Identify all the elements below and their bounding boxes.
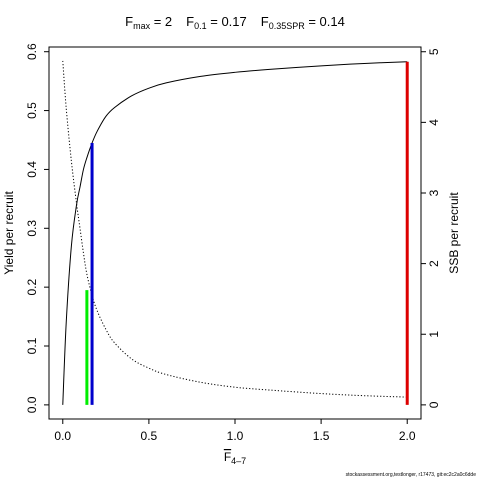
y-left-tick-label: 0.3 [25, 220, 39, 237]
y-right-tick-label: 1 [427, 331, 441, 338]
y-left-tick-label: 0.5 [25, 102, 39, 119]
y-left-tick-label: 0.0 [25, 396, 39, 413]
xlabel-subscript: 4–7 [231, 456, 246, 466]
y-right-tick-label: 4 [427, 119, 441, 126]
y-right-tick-label: 5 [427, 48, 441, 55]
x-tick-label: 0.0 [54, 429, 71, 443]
title-subscript: 0.35SPR [269, 21, 306, 31]
title-value: = 0.14 [305, 14, 345, 29]
x-tick-label: 1.0 [227, 429, 244, 443]
plot-frame [48, 46, 422, 420]
x-tick-label: 0.5 [141, 429, 158, 443]
y-right-tick-label: 2 [427, 260, 441, 267]
x-tick-label: 2.0 [399, 429, 416, 443]
title-subscript: 0.1 [194, 21, 207, 31]
y-right-tick-label: 3 [427, 189, 441, 196]
y-left-tick-label: 0.1 [25, 337, 39, 354]
title-subscript: max [133, 21, 151, 31]
y-axis-left: 0.0 0.1 0.2 0.3 0.4 0.5 0.6 [25, 43, 49, 413]
y-left-tick-label: 0.6 [25, 43, 39, 60]
x-axis: 0.0 0.5 1.0 1.5 2.0 [54, 418, 416, 443]
footer-text: stockassessment.org,testlonger, r17473, … [346, 472, 477, 478]
yield-per-recruit-line [62, 61, 408, 405]
title-main: F [125, 14, 133, 29]
title-value: = 0.17 [207, 14, 247, 29]
y-axis-right-label: SSB per recruit [447, 192, 461, 274]
x-axis-label: F4–7 [224, 450, 246, 466]
y-left-tick-label: 0.2 [25, 278, 39, 295]
y-axis-right: 0 1 2 3 4 5 [421, 48, 441, 408]
chart-title: Fmax = 2 F0.1 = 0.17 F0.35SPR = 0.14 [125, 14, 345, 31]
reference-lines [85, 61, 409, 405]
y-left-tick-label: 0.4 [25, 161, 39, 178]
title-main: F [186, 14, 194, 29]
series-group [62, 60, 408, 405]
title-main: F [261, 14, 269, 29]
xlabel-main: F [224, 450, 231, 464]
y-axis-left-label: Yield per recruit [2, 191, 16, 275]
title-text: Fmax = 2 F0.1 = 0.17 F0.35SPR = 0.14 [125, 14, 345, 31]
title-value: = 2 [150, 14, 172, 29]
y-right-tick-label: 0 [427, 401, 441, 408]
x-tick-label: 1.5 [313, 429, 330, 443]
ssb-per-recruit-line [62, 60, 408, 398]
